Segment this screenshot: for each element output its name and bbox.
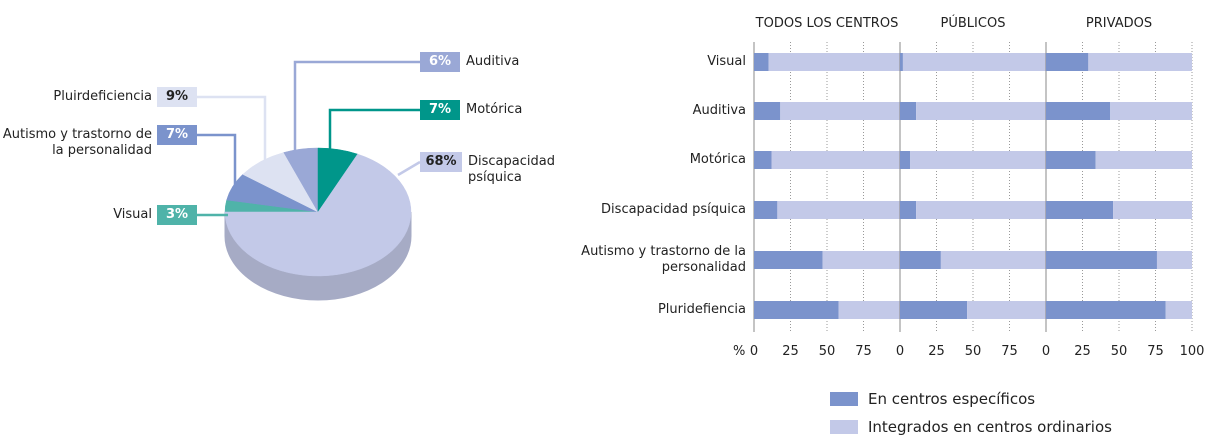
- bar-segment: [1165, 301, 1192, 319]
- category-label: Motórica: [689, 152, 746, 167]
- pie-category-label: Auditiva: [466, 54, 520, 69]
- bar-segment: [900, 301, 968, 319]
- bar-segment: [771, 151, 900, 169]
- bar-segment: [900, 151, 911, 169]
- bar-segment: [902, 53, 1046, 71]
- category-label: Auditiva: [692, 103, 746, 118]
- leader-line: [197, 133, 237, 190]
- x-axis-label: %: [733, 344, 746, 359]
- category-label: Autismo y trastorno de la personalidad: [581, 244, 746, 275]
- bar-segment: [1046, 251, 1157, 269]
- x-tick-label: 0: [895, 344, 905, 359]
- leader-line: [293, 60, 420, 162]
- category-label: Pluridefiencia: [657, 302, 746, 317]
- x-tick-label: 75: [1001, 344, 1018, 359]
- pie-value-label: 7%: [420, 100, 460, 120]
- leader-line: [328, 108, 420, 155]
- legend-label: En centros específicos: [868, 390, 1036, 408]
- bar-segment: [900, 102, 917, 120]
- bar-segment: [780, 102, 900, 120]
- x-tick-label: 50: [818, 344, 836, 359]
- pie-value-label: 6%: [420, 52, 460, 72]
- pie-value-label: 3%: [157, 205, 197, 225]
- pie-slice: [224, 153, 412, 277]
- x-tick-label: 100: [1179, 344, 1205, 359]
- bar-segment: [822, 251, 900, 269]
- x-tick-label: 25: [928, 344, 945, 359]
- bar-segment: [900, 201, 917, 219]
- x-tick-label: 75: [855, 344, 872, 359]
- x-tick-label: 75: [1147, 344, 1164, 359]
- x-tick-label: 50: [1110, 344, 1128, 359]
- pie-category-label: Motórica: [466, 102, 523, 117]
- bar-segment: [754, 151, 772, 169]
- bar-segment: [1113, 201, 1192, 219]
- bar-segment: [940, 251, 1046, 269]
- bar-segment: [754, 251, 823, 269]
- bar-segment: [910, 151, 1046, 169]
- pie-category-label: Pluirdeficiencia: [53, 89, 152, 104]
- x-tick-label: 0: [1041, 344, 1051, 359]
- bar-segment: [838, 301, 900, 319]
- panel-title: PÚBLICOS: [940, 16, 1006, 31]
- bar-segment: [754, 301, 839, 319]
- bar-segment: [900, 251, 941, 269]
- panel-title: PRIVADOS: [1085, 16, 1153, 31]
- legend-swatch: [830, 420, 858, 434]
- bar-segment: [1046, 53, 1089, 71]
- pie-value-label: 68%: [420, 152, 462, 172]
- x-tick-label: 25: [1074, 344, 1091, 359]
- legend-label: Integrados en centros ordinarios: [868, 418, 1112, 436]
- pie-value-label: 7%: [157, 125, 197, 145]
- bar-segment: [1110, 102, 1192, 120]
- x-tick-label: 50: [964, 344, 982, 359]
- bar-segment: [967, 301, 1046, 319]
- leader-line: [197, 95, 267, 172]
- x-tick-label: 0: [749, 344, 759, 359]
- legend-swatch: [830, 392, 858, 406]
- leader-line: [397, 160, 421, 177]
- panel-title: TODOS LOS CENTROS: [755, 16, 899, 31]
- bar-segment: [916, 102, 1046, 120]
- category-label: Discapacidad psíquica: [601, 202, 746, 217]
- bar-segment: [777, 201, 900, 219]
- bar-segment: [768, 53, 900, 71]
- bar-segment: [1088, 53, 1192, 71]
- bar-segment: [1046, 102, 1111, 120]
- pie-category-label: Discapacidad psíquica: [468, 154, 555, 185]
- bar-segment: [916, 201, 1046, 219]
- pie-value-label: 9%: [157, 87, 197, 107]
- x-tick-label: 25: [782, 344, 799, 359]
- bar-segment: [1046, 201, 1114, 219]
- bar-segment: [1095, 151, 1192, 169]
- bar-segment: [1156, 251, 1192, 269]
- pie-category-label: Autismo y trastorno de la personalidad: [2, 127, 152, 158]
- bar-segment: [754, 201, 778, 219]
- bar-segment: [1046, 151, 1096, 169]
- bar-segment: [900, 53, 903, 71]
- bar-segment: [754, 53, 769, 71]
- pie-category-label: Visual: [113, 207, 152, 222]
- bar-segment: [1046, 301, 1166, 319]
- category-label: Visual: [707, 54, 746, 69]
- bar-segment: [754, 102, 781, 120]
